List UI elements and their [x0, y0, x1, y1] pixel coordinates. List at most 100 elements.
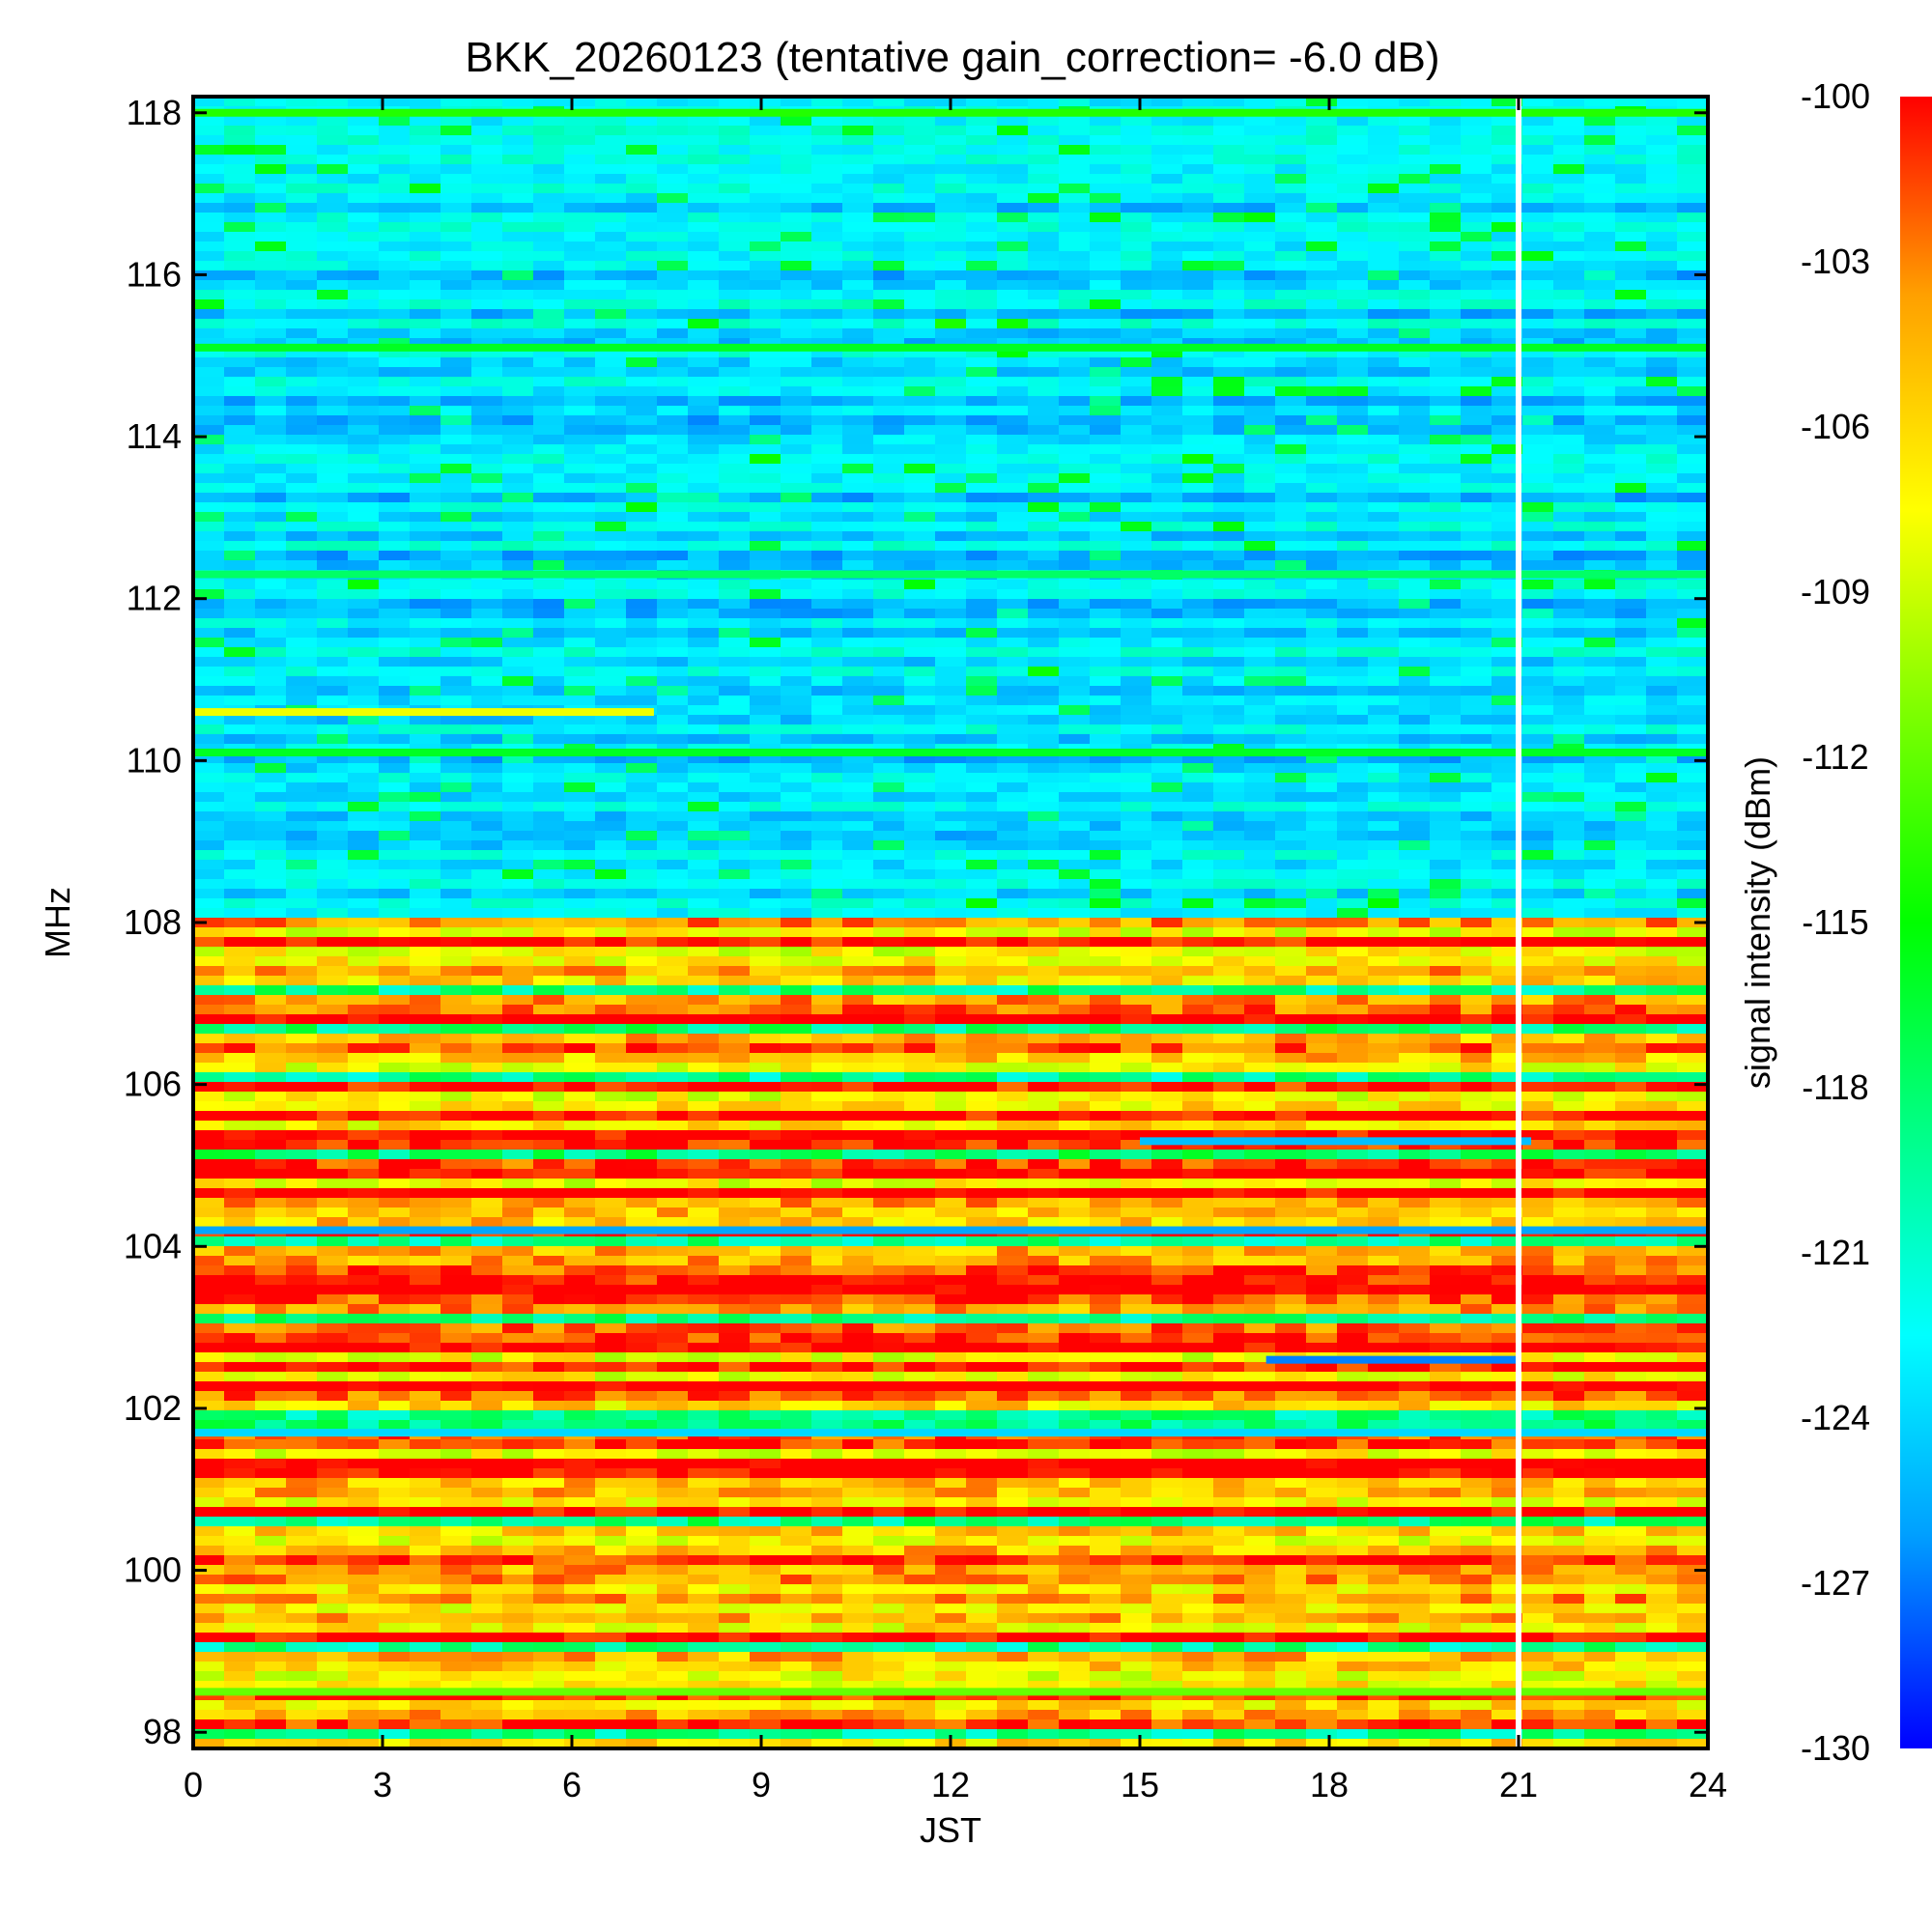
- heatmap-cell: [904, 357, 936, 368]
- heatmap-cell: [1182, 415, 1214, 426]
- heatmap-cell: [1553, 831, 1585, 841]
- heatmap-cell: [1275, 232, 1307, 242]
- heatmap-cell: [688, 686, 720, 696]
- heatmap-cell: [719, 551, 751, 561]
- heatmap-cell: [595, 203, 627, 213]
- heatmap-cell: [626, 261, 658, 271]
- heatmap-cell: [781, 174, 812, 185]
- heatmap-cell: [410, 811, 441, 822]
- heatmap-cell: [1399, 396, 1431, 407]
- heatmap-cell: [1461, 618, 1492, 629]
- heatmap-cell: [286, 773, 318, 783]
- heatmap-cell: [1553, 319, 1585, 329]
- heatmap-cell: [595, 299, 627, 310]
- heatmap-cell: [595, 164, 627, 175]
- heatmap-cell: [1492, 657, 1523, 668]
- heatmap-cell: [904, 406, 936, 416]
- heatmap-cell: [471, 589, 503, 600]
- heatmap-cell: [935, 676, 967, 687]
- heatmap-cell: [502, 493, 534, 503]
- heatmap-cell: [1244, 184, 1276, 194]
- heatmap-cell: [1213, 889, 1245, 899]
- heatmap-cell: [1646, 599, 1678, 610]
- heatmap-cell: [502, 792, 534, 803]
- heatmap-cell: [626, 918, 658, 928]
- heatmap-cell: [1121, 242, 1152, 252]
- heatmap-cell: [1337, 1034, 1369, 1044]
- heatmap-cell: [719, 261, 751, 271]
- heatmap-cell: [317, 860, 349, 870]
- heatmap-cell: [750, 985, 781, 996]
- heatmap-cell: [1522, 135, 1554, 146]
- heatmap-cell: [471, 995, 503, 1006]
- heatmap-cell: [966, 628, 998, 639]
- heatmap-cell: [471, 338, 503, 349]
- heatmap-cell: [410, 377, 441, 387]
- heatmap-cell: [781, 164, 812, 175]
- heatmap-cell: [1306, 213, 1338, 223]
- heatmap-cell: [1430, 444, 1462, 455]
- heatmap-cell: [873, 309, 905, 320]
- heatmap-cell: [1213, 222, 1245, 233]
- heatmap-cell: [1461, 898, 1492, 909]
- heatmap-cell: [1677, 551, 1709, 561]
- heatmap-cell: [842, 464, 874, 474]
- heatmap-cell: [1275, 522, 1307, 532]
- heatmap-cell: [1615, 782, 1647, 793]
- heatmap-cell: [533, 1005, 565, 1015]
- heatmap-cell: [410, 203, 441, 213]
- heatmap-cell: [811, 290, 843, 300]
- heatmap-cell: [811, 502, 843, 513]
- heatmap-cell: [657, 541, 689, 552]
- heatmap-cell: [1553, 628, 1585, 639]
- heatmap-cell: [781, 696, 812, 706]
- heatmap-cell: [1461, 135, 1492, 146]
- heatmap-cell: [317, 522, 349, 532]
- heatmap-cell: [935, 512, 967, 523]
- heatmap-cell: [904, 898, 936, 909]
- heatmap-cell: [966, 299, 998, 310]
- heatmap-cell: [811, 396, 843, 407]
- heatmap-cell: [1553, 985, 1585, 996]
- heatmap-cell: [1522, 406, 1554, 416]
- heatmap-cell: [348, 782, 380, 793]
- heatmap-cell: [286, 222, 318, 233]
- heatmap-cell: [410, 483, 441, 494]
- heatmap-cell: [781, 309, 812, 320]
- heatmap-cell: [533, 792, 565, 803]
- heatmap-cell: [1306, 580, 1338, 590]
- heatmap-cell: [781, 850, 812, 861]
- heatmap-cell: [1399, 290, 1431, 300]
- heatmap-cell: [1430, 299, 1462, 310]
- heatmap-cell: [317, 135, 349, 146]
- heatmap-cell: [1492, 840, 1523, 851]
- heatmap-cell: [286, 493, 318, 503]
- heatmap-cell: [750, 966, 781, 977]
- heatmap-cell: [224, 821, 256, 832]
- heatmap-cell: [1090, 676, 1122, 687]
- heatmap-cell: [1677, 522, 1709, 532]
- heatmap-cell: [1430, 522, 1462, 532]
- heatmap-cell: [564, 831, 596, 841]
- heatmap-cell: [657, 657, 689, 668]
- heatmap-cell: [1059, 618, 1091, 629]
- heatmap-cell: [1461, 357, 1492, 368]
- heatmap-cell: [533, 918, 565, 928]
- heatmap-cell: [1677, 966, 1709, 977]
- heatmap-cell: [1028, 357, 1060, 368]
- heatmap-cell: [255, 116, 287, 127]
- heatmap-cell: [935, 541, 967, 552]
- heatmap-cell: [1306, 1043, 1338, 1054]
- heatmap-cell: [348, 309, 380, 320]
- heatmap-cell: [657, 473, 689, 484]
- heatmap-cell: [935, 454, 967, 465]
- heatmap-cell: [1646, 328, 1678, 339]
- heatmap-cell: [1461, 1053, 1492, 1064]
- heatmap-cell: [1090, 657, 1122, 668]
- heatmap-cell: [997, 879, 1029, 890]
- heatmap-cell: [1553, 715, 1585, 725]
- heatmap-cell: [533, 956, 565, 967]
- heatmap-cell: [193, 328, 225, 339]
- heatmap-cell: [1244, 454, 1276, 465]
- heatmap-cell: [1584, 696, 1616, 706]
